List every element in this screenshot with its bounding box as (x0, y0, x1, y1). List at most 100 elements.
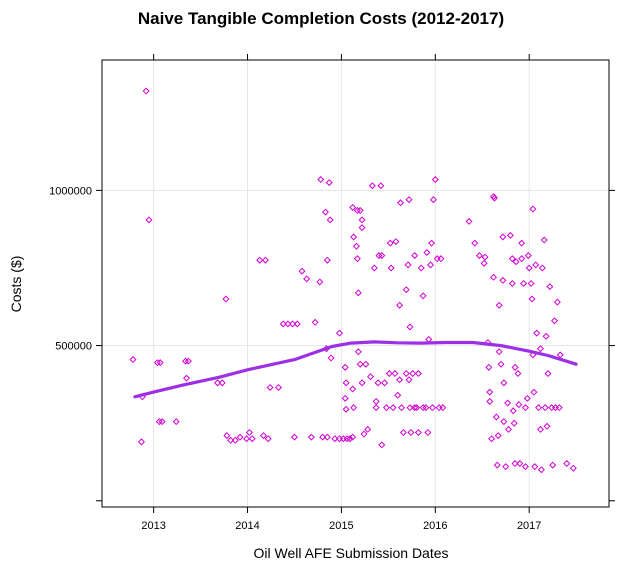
data-point (317, 176, 325, 184)
data-point (406, 323, 414, 331)
data-point (523, 394, 531, 402)
data-point (508, 255, 516, 263)
data-point (536, 425, 544, 433)
data-point (511, 363, 519, 371)
data-point (142, 87, 150, 95)
data-point (555, 404, 563, 412)
data-point (396, 376, 404, 384)
data-point (508, 279, 516, 288)
data-point (413, 404, 421, 412)
data-point (510, 419, 518, 427)
data-point (331, 435, 339, 443)
data-point (155, 418, 163, 426)
data-point (525, 264, 533, 272)
data-point (533, 329, 541, 337)
data-point (327, 354, 335, 362)
data-point (548, 404, 556, 412)
data-point (492, 413, 500, 421)
data-point (422, 404, 430, 412)
data-point (397, 199, 405, 207)
data-point (437, 255, 445, 263)
data-point (414, 370, 422, 378)
data-point (362, 360, 370, 368)
data-point (364, 425, 372, 433)
data-point (428, 404, 436, 412)
data-point (319, 433, 327, 441)
data-point (303, 275, 311, 283)
data-point (465, 217, 473, 225)
data-point (439, 404, 447, 412)
data-point (275, 383, 283, 391)
data-point (350, 233, 358, 241)
data-point (316, 278, 324, 286)
data-point (387, 264, 395, 272)
data-point (569, 464, 577, 472)
data-point (341, 394, 349, 402)
data-point (542, 332, 550, 340)
data-point (354, 348, 362, 356)
data-point (307, 433, 315, 441)
data-point (156, 359, 164, 367)
x-tick-label: 2015 (329, 520, 353, 532)
data-point (356, 207, 364, 215)
data-point (505, 425, 513, 433)
data-point (544, 370, 552, 378)
data-point (290, 433, 298, 441)
data-point (520, 279, 528, 288)
data-point (540, 236, 548, 244)
data-point (182, 357, 190, 365)
data-point (326, 216, 334, 224)
data-point (256, 256, 264, 264)
data-point (243, 435, 251, 443)
data-point (524, 252, 532, 260)
data-point (435, 404, 443, 412)
data-point (184, 357, 192, 365)
data-point (402, 286, 410, 294)
data-point (511, 460, 519, 468)
data-point (341, 363, 349, 371)
data-point (518, 239, 526, 247)
data-point (490, 194, 498, 202)
data-point (236, 433, 244, 441)
data-point (259, 432, 267, 440)
data-point (556, 351, 564, 359)
data-point (541, 404, 549, 412)
data-point (409, 370, 417, 378)
data-point (368, 182, 376, 190)
data-point (264, 435, 272, 443)
data-point (382, 404, 390, 412)
data-point (372, 404, 380, 412)
y-tick-label: 500000 (55, 341, 92, 353)
data-point (402, 370, 410, 378)
data-point (504, 399, 512, 407)
data-point (493, 461, 501, 469)
data-point (353, 255, 361, 263)
data-point (389, 404, 397, 412)
data-point (551, 404, 559, 412)
x-tick-label: 2016 (423, 520, 447, 532)
data-point (515, 401, 523, 409)
data-point (486, 388, 494, 396)
data-point (394, 391, 402, 399)
data-point (500, 379, 508, 387)
data-point (549, 461, 557, 469)
data-point (499, 276, 507, 284)
data-point (527, 279, 535, 288)
data-point (406, 404, 414, 412)
data-point (509, 407, 517, 415)
data-point (349, 433, 357, 441)
x-tick-label: 2013 (141, 520, 165, 532)
y-tick-label: 1000000 (49, 185, 92, 197)
data-point (311, 318, 319, 326)
x-axis-label: Oil Well AFE Submission Dates (253, 545, 448, 561)
data-point (349, 203, 357, 211)
data-point (372, 397, 380, 405)
data-point (543, 422, 551, 430)
data-point (346, 435, 354, 443)
data-point (471, 239, 479, 247)
data-point (129, 356, 137, 364)
data-point (323, 256, 331, 264)
data-point (342, 405, 350, 413)
data-point (377, 182, 385, 190)
data-point (266, 383, 274, 391)
